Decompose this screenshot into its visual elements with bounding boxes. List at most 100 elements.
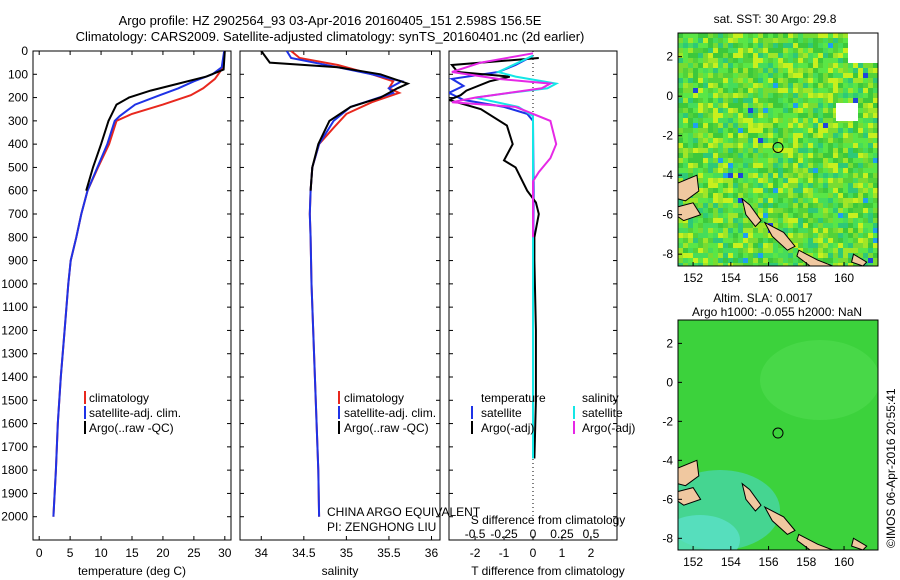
legend-climatology: climatology <box>89 391 149 405</box>
depth-tick-label: 1300 <box>1 347 28 361</box>
land <box>741 482 762 512</box>
map-x-tick-label: 158 <box>796 271 816 285</box>
x-tick-label: 30 <box>218 546 232 560</box>
sla-map-subtitle: Argo h1000: -0.055 h2000: NaN <box>692 305 862 319</box>
imos-credit: ©IMOS 06-Apr-2016 20:55:41 <box>884 388 898 548</box>
depth-tick-label: 1600 <box>1 417 28 431</box>
t-difference-xlabel: T difference from climatology <box>471 564 625 578</box>
temperature-legend: climatology satellite-adj. clim. Argo(..… <box>84 391 181 435</box>
map-y-tick-label: 2 <box>666 336 673 350</box>
x-tick-label: 35 <box>340 546 354 560</box>
depth-tick-label: 700 <box>8 207 28 221</box>
map-x-tick-label: 160 <box>834 555 854 569</box>
sst-map-title: sat. SST: 30 Argo: 29.8 <box>714 12 837 26</box>
salinity-axes <box>239 50 441 541</box>
x-tick-label: 10 <box>94 546 108 560</box>
x-tick-label: -2 <box>470 546 481 560</box>
salinity-legend: climatology satellite-adj. clim. Argo(..… <box>338 391 436 435</box>
legend-s-argo: Argo(-adj) <box>582 421 635 435</box>
difference-legend: temperature salinity satellite Argo(-adj… <box>471 391 635 435</box>
depth-tick-label: 1000 <box>1 277 28 291</box>
pi-label: PI: ZENGHONG LIU <box>327 520 436 534</box>
salinity-xlabel: salinity <box>322 564 359 578</box>
x-tick-label: 34.5 <box>292 546 316 560</box>
x-tick-label: 0.5 <box>583 527 600 541</box>
depth-tick-label: 1400 <box>1 370 28 384</box>
legend-title-temperature: temperature <box>481 391 546 405</box>
series-line <box>449 57 540 459</box>
series-group-0 <box>52 51 226 517</box>
depth-tick-label: 100 <box>8 67 28 81</box>
argo-position-marker <box>772 427 784 439</box>
map-y-tick-label: -4 <box>662 168 673 182</box>
x-tick-label: 0.25 <box>550 527 574 541</box>
map-x-tick-label: 152 <box>683 555 703 569</box>
depth-tick-label: 200 <box>8 91 28 105</box>
x-tick-label: 2 <box>588 546 595 560</box>
map-x-tick-label: 156 <box>759 555 779 569</box>
land <box>763 505 796 536</box>
depth-tick-label: 1700 <box>1 440 28 454</box>
argo-position-marker <box>772 141 784 153</box>
s-difference-xlabel: S difference from climatology <box>471 513 626 527</box>
depth-tick-label: 600 <box>8 184 28 198</box>
depth-tick-label: 1500 <box>1 393 28 407</box>
legend-argo: Argo(..raw -QC) <box>344 421 429 435</box>
legend-climatology: climatology <box>344 391 404 405</box>
temperature-xlabel: temperature (deg C) <box>78 564 186 578</box>
sla-map: 152 154 156 158 160 -8 -6 -4 -2 0 2 <box>662 320 878 569</box>
legend-s-satellite: satellite <box>582 406 623 420</box>
depth-tick-label: 300 <box>8 114 28 128</box>
land <box>851 537 868 550</box>
series-line <box>85 51 226 191</box>
depth-tick-label: 900 <box>8 254 28 268</box>
map-x-tick-label: 152 <box>683 271 703 285</box>
sla-map-title: Altim. SLA: 0.0017 <box>713 291 813 305</box>
map-y-tick-label: -2 <box>662 414 673 428</box>
map-y-tick-label: 2 <box>666 50 673 64</box>
legend-satellite: satellite-adj. clim. <box>344 406 436 420</box>
temperature-axes <box>32 50 232 541</box>
land <box>763 221 796 251</box>
legend-argo: Argo(..raw -QC) <box>89 421 174 435</box>
x-tick-label: 1 <box>559 546 566 560</box>
map-y-tick-label: -8 <box>662 531 673 545</box>
series-group-1 <box>260 51 411 517</box>
legend-t-satellite: satellite <box>481 406 522 420</box>
x-tick-label: 0 <box>530 546 537 560</box>
map-y-tick-label: 0 <box>666 89 673 103</box>
map-x-tick-label: 156 <box>759 271 779 285</box>
map-y-tick-label: -6 <box>662 208 673 222</box>
depth-tick-label: 1200 <box>1 323 28 337</box>
map-x-tick-label: 160 <box>834 271 854 285</box>
depth-tick-label: 400 <box>8 137 28 151</box>
sst-map: 152 154 156 158 160 -8 -6 -4 -2 0 2 <box>662 33 878 285</box>
header-line1: Argo profile: HZ 2902564_93 03-Apr-2016 … <box>119 13 542 28</box>
depth-tick-label: 500 <box>8 160 28 174</box>
x-tick-label: 0 <box>530 527 537 541</box>
x-tick-label: -1 <box>499 546 510 560</box>
series-line <box>451 52 558 238</box>
x-tick-label: 25 <box>187 546 201 560</box>
series-group-2 <box>449 52 560 459</box>
map-x-tick-label: 154 <box>721 271 741 285</box>
map-y-tick-label: -6 <box>662 492 673 506</box>
legend-title-salinity: salinity <box>582 391 619 405</box>
map-y-tick-label: 0 <box>666 375 673 389</box>
depth-tick-label: 800 <box>8 230 28 244</box>
x-tick-label: 0 <box>36 546 43 560</box>
x-tick-label: -0.5 <box>465 527 486 541</box>
map-y-tick-label: -8 <box>662 247 673 261</box>
x-tick-label: 5 <box>67 546 74 560</box>
map-x-tick-label: 154 <box>721 555 741 569</box>
land <box>678 487 702 506</box>
depth-tick-label: 1100 <box>2 300 28 314</box>
land <box>678 459 700 487</box>
series-line <box>260 51 411 191</box>
land <box>678 202 702 222</box>
depth-tick-label: 0 <box>21 44 28 58</box>
map-x-tick-label: 158 <box>796 555 816 569</box>
land <box>678 174 700 202</box>
x-tick-label: 34 <box>255 546 269 560</box>
x-tick-label: 35.5 <box>377 546 401 560</box>
